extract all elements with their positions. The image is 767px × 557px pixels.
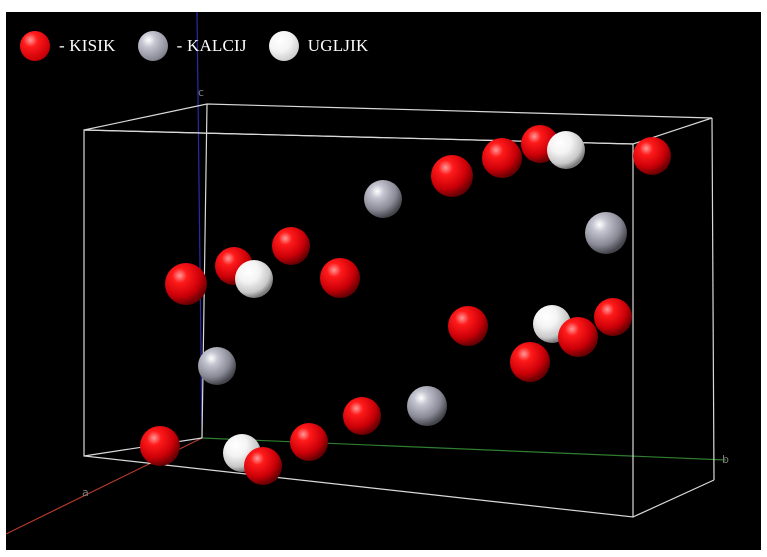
oxygen-atom bbox=[165, 263, 207, 305]
calcium-atom bbox=[364, 180, 402, 218]
legend-item-oxygen: - KISIK bbox=[20, 31, 116, 61]
calcium-sphere-icon bbox=[137, 31, 168, 61]
oxygen-atom bbox=[431, 155, 473, 197]
unit-cell-frame bbox=[83, 103, 715, 518]
oxygen-atom bbox=[244, 447, 282, 485]
calcium-atom bbox=[198, 347, 236, 385]
oxygen-atom bbox=[343, 397, 381, 435]
legend-label-calcium: - KALCIJ bbox=[176, 36, 247, 55]
oxygen-atom bbox=[594, 298, 632, 336]
legend-item-calcium: - KALCIJ bbox=[137, 31, 247, 61]
oxygen-atom bbox=[558, 317, 598, 357]
crystal-structure-scene: a b c bbox=[6, 12, 729, 535]
legend-item-carbon: UGLJIK bbox=[268, 31, 369, 61]
axis-b-line bbox=[201, 437, 727, 461]
calcium-atom bbox=[585, 212, 627, 254]
oxygen-sphere-icon bbox=[20, 31, 50, 61]
axis-b-label: b bbox=[722, 453, 729, 466]
axis-c-label: c bbox=[198, 86, 204, 99]
atom-legend: - KISIK - KALCIJ UGLJIK bbox=[20, 28, 390, 64]
carbon-sphere-icon bbox=[268, 31, 299, 61]
oxygen-atom bbox=[448, 306, 488, 346]
oxygen-atom bbox=[510, 342, 550, 382]
carbon-atom bbox=[547, 131, 585, 169]
oxygen-atom bbox=[290, 423, 328, 461]
axis-a-label: a bbox=[82, 486, 89, 499]
oxygen-atom bbox=[320, 258, 360, 298]
molecular-viewer[interactable]: a b c bbox=[6, 12, 761, 550]
legend-label-oxygen: - KISIK bbox=[59, 36, 116, 55]
oxygen-atom bbox=[482, 138, 522, 178]
oxygen-atom bbox=[272, 227, 310, 265]
atoms bbox=[140, 125, 671, 485]
carbon-atom bbox=[235, 260, 273, 298]
calcium-atom bbox=[407, 386, 447, 426]
legend-label-carbon: UGLJIK bbox=[307, 36, 369, 55]
oxygen-atom bbox=[140, 426, 180, 466]
oxygen-atom bbox=[633, 137, 671, 175]
